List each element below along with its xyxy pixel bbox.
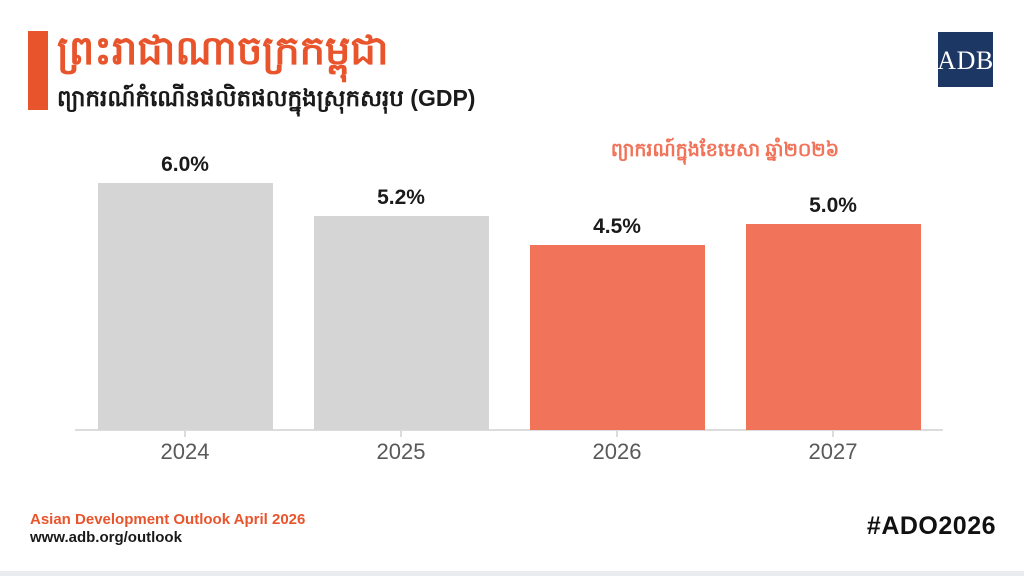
x-axis-label: 2025	[376, 439, 426, 464]
bar-2026	[529, 245, 705, 430]
x-axis-label: 2026	[592, 439, 642, 464]
x-axis-line	[75, 429, 943, 431]
bar-value-label: 4.5%	[593, 215, 641, 238]
axis-tick	[400, 430, 402, 437]
page-title: ព្រះរាជាណាចក្រកម្ពុជា	[57, 29, 389, 73]
bar-2025	[313, 216, 489, 430]
bar-value-label: 5.0%	[809, 194, 857, 217]
bar-2027	[745, 224, 921, 430]
bar-value-label: 5.2%	[377, 186, 425, 209]
footer-source: Asian Development Outlook April 2026	[30, 511, 306, 528]
title-accent-bar	[28, 31, 48, 110]
axis-tick	[184, 430, 186, 437]
x-axis-label: 2024	[160, 439, 210, 464]
bar-2024	[97, 183, 273, 430]
chart-annotation: ព្យាករណ៍ក្នុងខែមេសា ឆ្នាំ២០២៦	[610, 140, 840, 161]
bottom-strip	[0, 571, 1024, 576]
footer-hashtag: #ADO2026	[866, 512, 996, 540]
axis-tick	[832, 430, 834, 437]
bar-value-label: 6.0%	[161, 153, 209, 176]
axis-tick	[616, 430, 618, 437]
adb-logo-text: ADB	[937, 45, 994, 75]
adb-logo: ADB	[937, 32, 994, 87]
footer-url: www.adb.org/outlook	[30, 529, 182, 546]
page-subtitle: ព្យាករណ៍កំណើនផលិតផលក្នុងស្រុកសរុប (GDP)	[57, 85, 476, 111]
x-axis-label: 2027	[808, 439, 858, 464]
